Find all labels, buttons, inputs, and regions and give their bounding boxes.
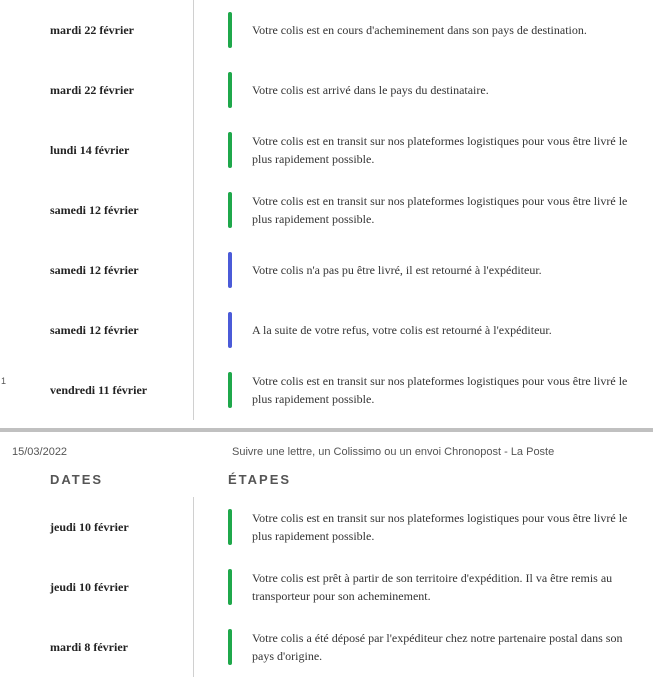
status-indicator-bar	[228, 132, 232, 168]
event-date: samedi 12 février	[0, 263, 193, 278]
page-break-divider	[0, 428, 653, 432]
page-header-date: 15/03/2022	[12, 446, 232, 458]
page-header: 15/03/2022 Suivre une lettre, un Colissi…	[0, 442, 653, 472]
tracking-event-row: vendredi 11 février Votre colis est en tr…	[0, 360, 653, 420]
status-indicator-bar	[228, 192, 232, 228]
timeline-divider	[193, 497, 194, 677]
status-indicator-bar	[228, 629, 232, 665]
event-date: samedi 12 février	[0, 203, 193, 218]
status-indicator-bar	[228, 252, 232, 288]
event-description: Votre colis est arrivé dans le pays du d…	[252, 81, 653, 99]
event-description: Votre colis est en transit sur nos plate…	[252, 132, 653, 168]
tracking-event-row: jeudi 10 février Votre colis est en trans…	[0, 497, 653, 557]
column-header-etapes: ÉTAPES	[193, 472, 291, 487]
status-indicator-bar	[228, 12, 232, 48]
tracking-event-row: jeudi 10 février Votre colis est prêt à p…	[0, 557, 653, 617]
event-date: samedi 12 février	[0, 323, 193, 338]
event-description: Votre colis est en transit sur nos plate…	[252, 372, 653, 408]
timeline-container-2: jeudi 10 février Votre colis est en trans…	[0, 497, 653, 677]
tracking-event-row: samedi 12 février Votre colis est en tran…	[0, 180, 653, 240]
tracking-event-row: samedi 12 février A la suite de votre ref…	[0, 300, 653, 360]
status-indicator-bar	[228, 312, 232, 348]
tracking-event-row: mardi 8 février Votre colis a été déposé …	[0, 617, 653, 677]
event-date: mardi 22 février	[0, 23, 193, 38]
event-description: Votre colis a été déposé par l'expéditeu…	[252, 629, 653, 665]
status-indicator-bar	[228, 509, 232, 545]
event-date: vendredi 11 février	[0, 383, 193, 398]
tracking-section-2: jeudi 10 février Votre colis est en trans…	[0, 497, 653, 677]
event-description: A la suite de votre refus, votre colis e…	[252, 321, 653, 339]
status-indicator-bar	[228, 569, 232, 605]
column-headers: DATES ÉTAPES	[0, 472, 653, 497]
event-description: Votre colis est en transit sur nos plate…	[252, 192, 653, 228]
event-description: Votre colis est en cours d'acheminement …	[252, 21, 653, 39]
event-description: Votre colis est en transit sur nos plate…	[252, 509, 653, 545]
tracking-event-row: samedi 12 février Votre colis n'a pas pu …	[0, 240, 653, 300]
event-description: Votre colis est prêt à partir de son ter…	[252, 569, 653, 605]
column-header-dates: DATES	[0, 472, 193, 487]
status-indicator-bar	[228, 372, 232, 408]
event-date: mardi 22 février	[0, 83, 193, 98]
status-indicator-bar	[228, 72, 232, 108]
timeline-divider	[193, 0, 194, 420]
tracking-event-row: mardi 22 février Votre colis est arrivé d…	[0, 60, 653, 120]
tracking-section-1: 1 mardi 22 févrierVotre colis est en cou…	[0, 0, 653, 420]
event-date: jeudi 10 février	[0, 580, 193, 595]
tracking-event-row: mardi 22 février Votre colis est en cours…	[0, 0, 653, 60]
page-header-title: Suivre une lettre, un Colissimo ou un en…	[232, 446, 641, 458]
event-date: lundi 14 février	[0, 143, 193, 158]
event-description: Votre colis n'a pas pu être livré, il es…	[252, 261, 653, 279]
event-date: mardi 8 février	[0, 640, 193, 655]
event-date: jeudi 10 février	[0, 520, 193, 535]
tracking-event-row: lundi 14 février Votre colis est en trans…	[0, 120, 653, 180]
timeline-container-1: mardi 22 février Votre colis est en cours…	[0, 0, 653, 420]
